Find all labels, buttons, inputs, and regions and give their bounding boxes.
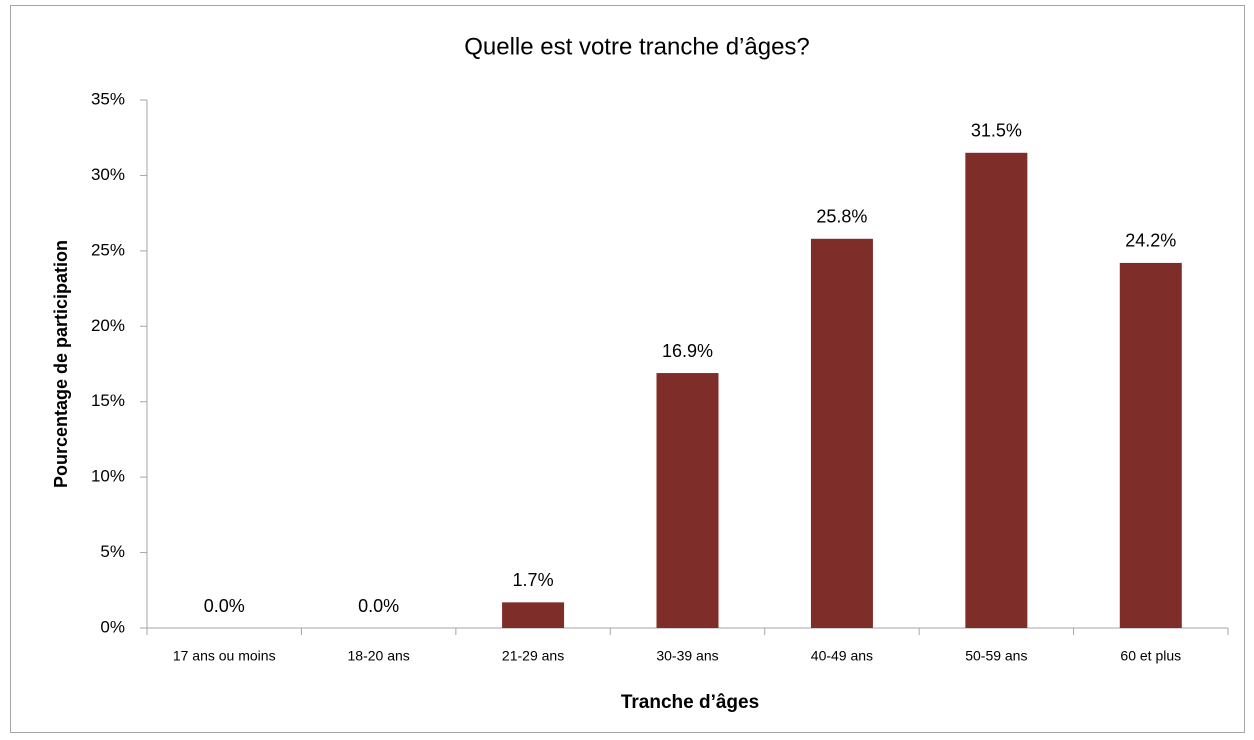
x-tick-label: 17 ans ou moins bbox=[173, 648, 276, 664]
y-tick-label: 20% bbox=[91, 316, 125, 335]
y-tick-label: 5% bbox=[100, 542, 125, 561]
x-tick-label: 50-59 ans bbox=[965, 648, 1027, 664]
bar bbox=[965, 152, 1028, 629]
y-tick-label: 10% bbox=[91, 467, 125, 486]
y-tick-label: 0% bbox=[100, 617, 125, 636]
data-label: 0.0% bbox=[358, 596, 399, 616]
data-label: 25.8% bbox=[816, 207, 867, 227]
x-tick-label: 30-39 ans bbox=[656, 648, 718, 664]
bar bbox=[502, 602, 565, 628]
data-label: 24.2% bbox=[1125, 231, 1176, 251]
bar bbox=[810, 238, 873, 628]
data-label: 31.5% bbox=[971, 121, 1022, 141]
bar bbox=[1119, 262, 1182, 628]
data-label: 16.9% bbox=[662, 341, 713, 361]
x-axis-label: Tranche d’âges bbox=[621, 692, 759, 713]
y-tick-label: 15% bbox=[91, 391, 125, 410]
y-tick-label: 30% bbox=[91, 165, 125, 184]
x-tick-label: 40-49 ans bbox=[811, 648, 873, 664]
y-tick-label: 25% bbox=[91, 240, 125, 259]
y-axis-label: Pourcentage de participation bbox=[51, 240, 71, 488]
x-tick-label: 21-29 ans bbox=[502, 648, 564, 664]
chart-title: Quelle est votre tranche d’âges? bbox=[464, 33, 810, 60]
data-label: 0.0% bbox=[204, 596, 245, 616]
y-tick-label: 35% bbox=[91, 89, 125, 108]
x-tick-label: 18-20 ans bbox=[348, 648, 410, 664]
bar bbox=[656, 373, 719, 628]
x-tick-label: 60 et plus bbox=[1120, 648, 1181, 664]
chart-border bbox=[10, 5, 1245, 733]
data-label: 1.7% bbox=[513, 570, 554, 590]
